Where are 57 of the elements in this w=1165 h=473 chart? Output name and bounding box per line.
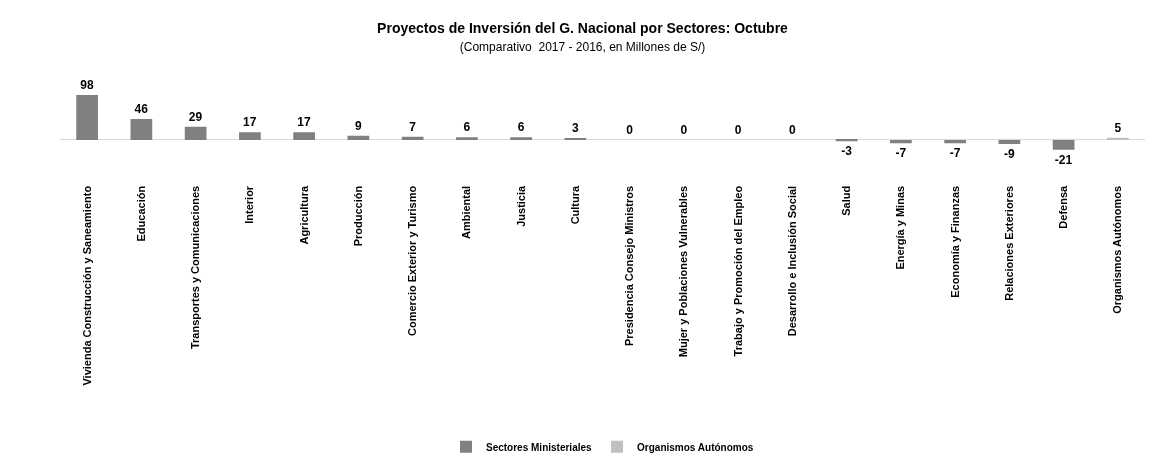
x-tick-label: Interior bbox=[243, 185, 256, 224]
x-tick-label: Presidencia Consejo Ministros bbox=[623, 185, 636, 347]
data-label: 0 bbox=[680, 122, 688, 137]
bar bbox=[401, 136, 424, 140]
x-tick-label: Educación bbox=[134, 185, 147, 242]
bar bbox=[456, 137, 478, 140]
data-label: 9 bbox=[354, 118, 362, 133]
legend-label: Organismos Autónomos bbox=[637, 441, 754, 453]
x-tick-label: Defensa bbox=[1057, 184, 1070, 229]
data-label: 98 bbox=[80, 78, 94, 93]
x-tick-label: Organismos Autónomos bbox=[1111, 185, 1124, 314]
x-tick-label: Trabajo y Promoción del Empleo bbox=[731, 185, 744, 357]
data-label: 7 bbox=[409, 119, 417, 134]
chart-title: Proyectos de Inversión del G. Nacional por Sectores: Octubre bbox=[377, 20, 789, 37]
data-label: -7 bbox=[949, 146, 961, 161]
data-label: 29 bbox=[188, 109, 203, 124]
x-tick-label: Comercio Exterior y Turismo bbox=[406, 185, 419, 337]
bar bbox=[76, 95, 98, 140]
x-tick-label: Cultura bbox=[568, 184, 581, 225]
data-label: -3 bbox=[841, 144, 853, 159]
bar bbox=[293, 132, 315, 140]
data-label: 6 bbox=[463, 120, 471, 135]
bar bbox=[944, 139, 966, 144]
bar bbox=[1052, 139, 1075, 150]
bar bbox=[998, 139, 1021, 145]
data-label: 46 bbox=[134, 101, 149, 116]
bar bbox=[347, 135, 370, 140]
x-tick-label: Producción bbox=[351, 185, 364, 247]
data-label: 5 bbox=[1114, 120, 1122, 135]
bar bbox=[510, 137, 532, 140]
x-tick-label: Vivienda Construcción y Saneamiento bbox=[80, 185, 93, 386]
x-tick-label: Transportes y Comunicaciones bbox=[189, 185, 202, 350]
data-label: 0 bbox=[734, 122, 742, 137]
x-tick-label: Mujer y Poblaciones Vulnerables bbox=[677, 185, 690, 358]
data-label: 0 bbox=[626, 122, 634, 137]
x-tick-label: Energía y Minas bbox=[894, 185, 907, 270]
x-tick-label: Desarrollo e Inclusión Social bbox=[785, 185, 798, 337]
bar bbox=[239, 132, 261, 140]
data-label: 6 bbox=[517, 120, 525, 135]
data-label: 3 bbox=[571, 121, 579, 135]
data-label: 17 bbox=[243, 115, 257, 130]
bar bbox=[130, 118, 153, 140]
data-label: -7 bbox=[895, 146, 907, 161]
data-label: -21 bbox=[1054, 152, 1073, 167]
x-tick-label: Salud bbox=[840, 185, 853, 216]
data-label: 0 bbox=[788, 122, 796, 137]
bar bbox=[890, 139, 912, 144]
legend-label: Sectores Ministeriales bbox=[486, 441, 593, 453]
x-tick-label: Relaciones Exteriores bbox=[1002, 185, 1015, 301]
x-tick-label: Justicia bbox=[514, 184, 527, 227]
x-tick-label: Ambiental bbox=[460, 185, 473, 240]
chart-subtitle: (Comparativo 2017 - 2016, en Millones de S/) bbox=[459, 40, 706, 55]
data-label: -9 bbox=[1003, 147, 1015, 162]
x-tick-label: Agricultura bbox=[297, 184, 310, 245]
data-label: 17 bbox=[297, 115, 311, 130]
x-tick-label: Economía y Finanzas bbox=[948, 185, 961, 298]
bar bbox=[184, 126, 207, 140]
